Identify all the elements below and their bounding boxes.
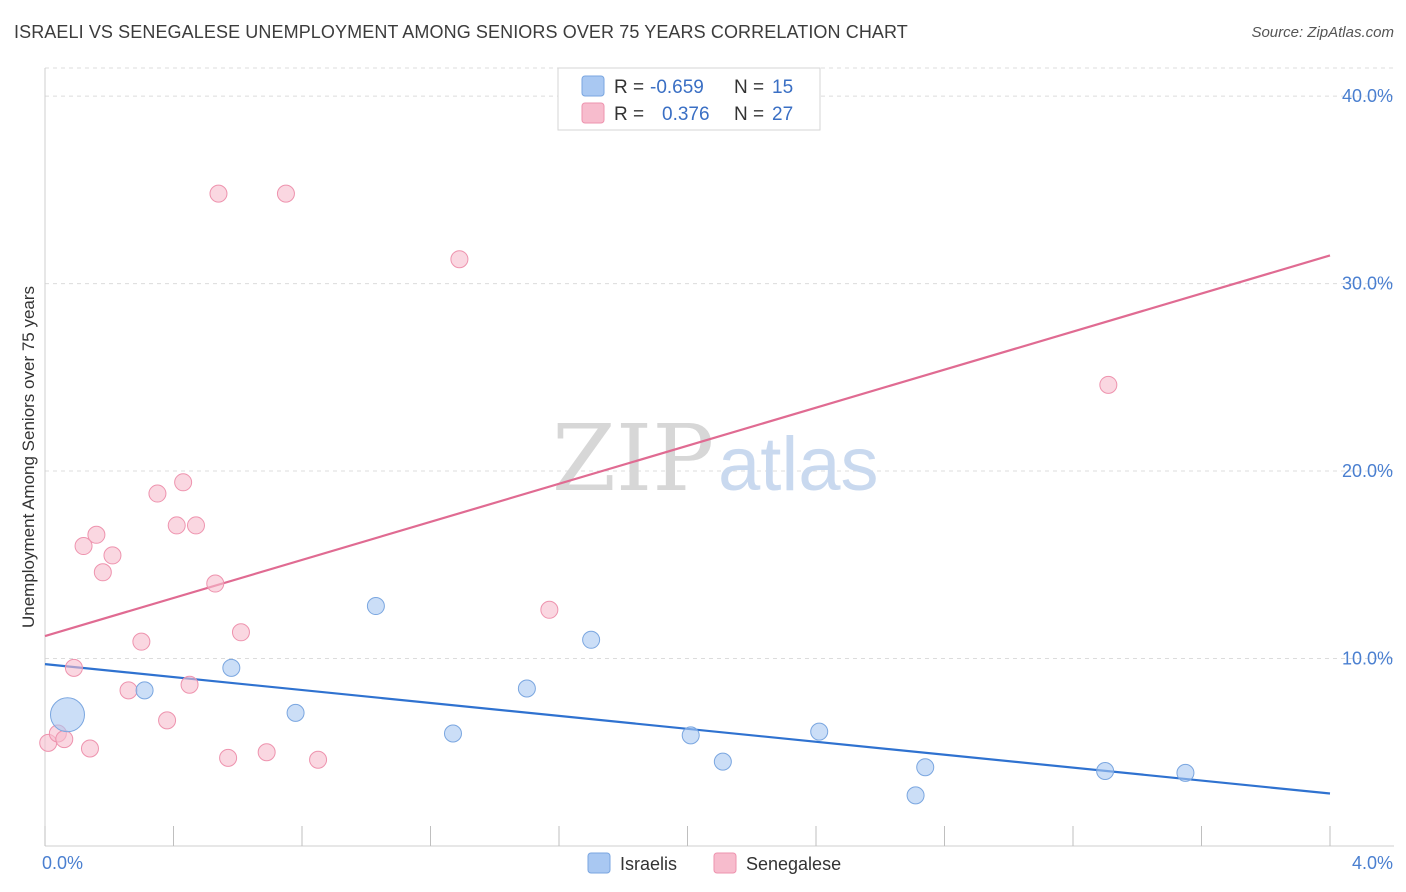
series-legend: Israelis Senegalese	[587, 852, 841, 874]
series-legend-swatch-senegalese	[713, 852, 737, 874]
point-senegalese-16	[186, 516, 205, 535]
legend-n-label-senegalese: N =	[734, 104, 764, 125]
point-israelis-14	[1176, 763, 1195, 782]
point-israelis-7	[582, 630, 601, 649]
point-israelis-1	[135, 681, 154, 700]
y-tick-label-2: 30.0%	[1342, 274, 1393, 294]
point-senegalese-17	[206, 574, 225, 593]
chart-title: ISRAELI VS SENEGALESE UNEMPLOYMENT AMONG…	[14, 22, 908, 42]
point-senegalese-13	[167, 516, 186, 535]
point-senegalese-10	[132, 632, 151, 651]
point-israelis-0	[49, 697, 85, 733]
point-senegalese-22	[276, 184, 295, 203]
point-israelis-5	[443, 724, 462, 743]
series-legend-label-israelis: Israelis	[620, 854, 677, 874]
point-senegalese-9	[119, 681, 138, 700]
point-israelis-4	[366, 597, 385, 616]
point-israelis-13	[1096, 762, 1115, 781]
point-senegalese-21	[257, 743, 276, 762]
y-tick-label-1: 20.0%	[1342, 461, 1393, 481]
point-senegalese-8	[103, 546, 122, 565]
legend-r-value-senegalese: 0.376	[662, 104, 710, 125]
correlation-legend: R = -0.659 N = 15 R = 0.376 N = 27	[557, 67, 821, 131]
point-senegalese-15	[180, 675, 199, 694]
point-senegalese-18	[209, 184, 228, 203]
legend-swatch-senegalese	[581, 102, 605, 124]
point-israelis-9	[713, 752, 732, 771]
point-israelis-11	[906, 786, 925, 805]
grid	[45, 67, 1394, 660]
point-senegalese-6	[87, 525, 106, 544]
watermark-zip: ZIP	[552, 405, 714, 512]
y-axis-label: Unemployment Among Seniors over 75 years	[19, 286, 38, 628]
legend-r-label-israelis: R =	[614, 77, 644, 98]
x-tick-label-0: 0.0%	[42, 853, 83, 873]
point-senegalese-19	[219, 748, 238, 767]
point-israelis-6	[517, 679, 536, 698]
point-israelis-10	[810, 722, 829, 741]
point-senegalese-25	[540, 600, 559, 619]
point-senegalese-5	[80, 739, 99, 758]
point-senegalese-2	[55, 730, 74, 749]
watermark-atlas: atlas	[718, 422, 879, 507]
point-senegalese-14	[174, 473, 193, 492]
point-israelis-3	[286, 703, 305, 722]
point-senegalese-4	[74, 537, 93, 556]
point-senegalese-24	[450, 250, 469, 269]
point-israelis-2	[222, 658, 241, 677]
trend-line-senegalese	[44, 254, 1331, 638]
point-israelis-8	[681, 726, 700, 745]
y-tick-label-3: 40.0%	[1342, 86, 1393, 106]
series-legend-label-senegalese: Senegalese	[746, 854, 841, 874]
watermark: ZIP atlas	[552, 405, 879, 512]
x-tick-labels: 0.0% 4.0%	[42, 853, 1393, 873]
point-senegalese-26	[1099, 375, 1118, 394]
x-tick-label-1: 4.0%	[1352, 853, 1393, 873]
y-tick-labels: 10.0% 20.0% 30.0% 40.0%	[1342, 86, 1393, 668]
data-points	[39, 184, 1195, 805]
legend-r-value-israelis: -0.659	[650, 77, 704, 98]
series-legend-swatch-israelis	[587, 852, 611, 874]
y-tick-label-0: 10.0%	[1342, 649, 1393, 669]
axes	[44, 68, 1394, 847]
point-senegalese-20	[231, 623, 250, 642]
source-label: Source: ZipAtlas.com	[1251, 24, 1394, 41]
point-senegalese-7	[93, 563, 112, 582]
point-senegalese-23	[309, 750, 328, 769]
trend-lines	[44, 254, 1331, 795]
legend-n-value-senegalese: 27	[772, 104, 793, 125]
legend-swatch-israelis	[581, 75, 605, 97]
point-israelis-12	[916, 758, 935, 777]
legend-n-value-israelis: 15	[772, 77, 793, 98]
legend-n-label-israelis: N =	[734, 77, 764, 98]
point-senegalese-3	[64, 658, 83, 677]
point-senegalese-11	[148, 484, 167, 503]
legend-r-label-senegalese: R =	[614, 104, 644, 125]
point-senegalese-12	[158, 711, 177, 730]
